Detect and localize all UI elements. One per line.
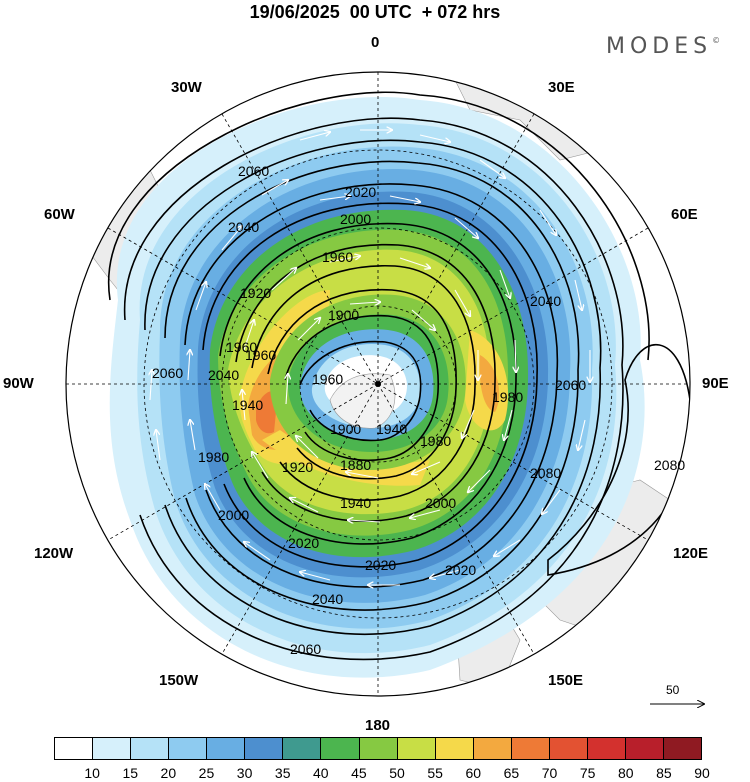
colorbar-swatch <box>169 738 208 759</box>
contour-label: 1980 <box>492 389 523 405</box>
colorbar-swatch <box>131 738 170 759</box>
contour-label: 2060 <box>152 365 183 381</box>
lon-label-90e: 90E <box>702 375 729 392</box>
contour-label: 1920 <box>282 459 313 475</box>
contour-label: 2060 <box>555 377 586 393</box>
contour-label: 1900 <box>330 421 361 437</box>
lon-label-30w: 30W <box>171 79 202 96</box>
colorbar-tick-label: 70 <box>541 765 558 781</box>
colorbar-tick-label: 20 <box>160 765 177 781</box>
brand-logo: MODES© <box>606 34 721 59</box>
lon-label-60e: 60E <box>671 206 698 223</box>
colorbar-swatch <box>511 738 550 759</box>
contour-label: 1960 <box>245 347 276 363</box>
colorbar-tick-label: 80 <box>617 765 634 781</box>
contour-label: 1960 <box>312 371 343 387</box>
colorbar-swatch <box>207 738 246 759</box>
contour-label: 2020 <box>365 557 396 573</box>
contour-label: 2060 <box>290 641 321 657</box>
lon-label-150e: 150E <box>548 672 584 689</box>
colorbar-swatch <box>55 738 94 759</box>
colorbar-swatch <box>359 738 398 759</box>
colorbar-tick-label: 50 <box>389 765 405 781</box>
contour-label: 2080 <box>654 457 685 473</box>
colorbar-swatch <box>245 738 284 759</box>
lon-label-30e: 30E <box>548 79 575 96</box>
contour-label: 1940 <box>376 421 407 437</box>
contour-label: 2040 <box>312 591 343 607</box>
colorbar-tick-label: 55 <box>427 765 443 781</box>
colorbar-swatch <box>549 738 588 759</box>
colorbar-swatch <box>93 738 132 759</box>
contour-label: 1920 <box>240 285 271 301</box>
contour-label: 2020 <box>445 562 476 578</box>
colorbar-swatch <box>587 738 626 759</box>
contour-label: 2040 <box>530 293 561 309</box>
map-border <box>65 71 691 697</box>
lon-label-120e: 120E <box>673 545 709 562</box>
contour-label: 2040 <box>208 367 239 383</box>
colorbar-swatch <box>397 738 436 759</box>
colorbar-tick-label: 30 <box>236 765 253 781</box>
colorbar-swatch <box>664 738 702 759</box>
colorbar-swatch <box>625 738 664 759</box>
lon-label-180: 180 <box>365 717 391 734</box>
antarctica-landmass <box>329 373 396 429</box>
lon-label-0: 0 <box>371 34 380 51</box>
colorbar-tick-label: 75 <box>579 765 596 781</box>
colorbar-tick-label: 65 <box>503 765 520 781</box>
contour-label: 1960 <box>322 249 353 265</box>
colorbar-tick-label: 90 <box>694 765 710 781</box>
contour-labels: 2060 2040 2020 2000 1960 1900 1960 1880 … <box>152 163 685 657</box>
reference-vector-label: 50 <box>666 683 680 697</box>
contour-label: 2060 <box>238 163 269 179</box>
colorbar-tick-label: 40 <box>313 765 329 781</box>
colorbar-tick-label: 60 <box>465 765 482 781</box>
colorbar-tick-label: 25 <box>198 765 215 781</box>
colorbar-swatch <box>435 738 474 759</box>
contour-label: 1880 <box>340 457 371 473</box>
contour-label: 2020 <box>345 184 376 200</box>
brand-text: MODES <box>606 34 713 59</box>
contour-label: 2020 <box>288 535 319 551</box>
colorbar <box>54 737 702 760</box>
colorbar-tick-label: 85 <box>656 765 672 781</box>
contour-label: 2040 <box>228 219 259 235</box>
colorbar-tick-label: 10 <box>84 765 100 781</box>
contour-label: 2000 <box>218 507 249 523</box>
contour-label: 1940 <box>232 397 263 413</box>
contour-label: 1960 <box>226 339 257 355</box>
colorbar-swatch <box>321 738 360 759</box>
lon-label-150w: 150W <box>159 672 199 689</box>
contour-label: 2080 <box>530 465 561 481</box>
contour-label: 2000 <box>340 211 371 227</box>
map-title: 19/06/2025 00 UTC + 072 hrs <box>249 2 501 22</box>
contour-label: 1940 <box>340 495 371 511</box>
wind-vectors <box>150 130 655 585</box>
contour-label: 1980 <box>420 433 451 449</box>
lon-label-60w: 60W <box>44 206 75 223</box>
reference-vector: 50 <box>648 683 708 713</box>
lon-label-120w: 120W <box>34 545 74 562</box>
contour-label: 1980 <box>198 449 229 465</box>
colorbar-tick-label: 15 <box>122 765 139 781</box>
colorbar-tick-label: 35 <box>274 765 291 781</box>
contour-label: 1900 <box>328 307 359 323</box>
colorbar-tick-label: 45 <box>351 765 367 781</box>
contour-label: 2000 <box>425 495 456 511</box>
lon-label-90w: 90W <box>3 375 34 392</box>
colorbar-swatch <box>283 738 322 759</box>
colorbar-swatch <box>473 738 512 759</box>
